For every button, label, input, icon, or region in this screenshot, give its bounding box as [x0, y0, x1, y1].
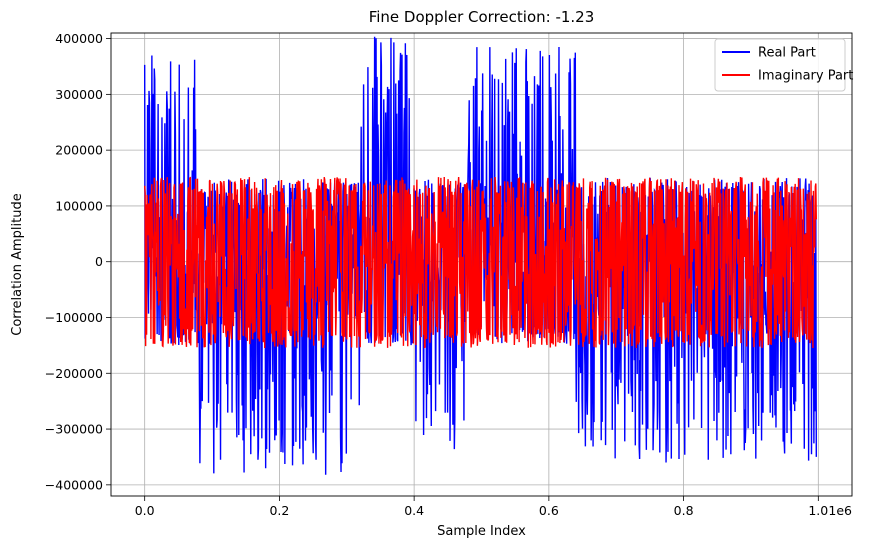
y-tick-label: −300000 [45, 422, 103, 437]
y-tick-label: −400000 [45, 477, 103, 492]
axes-frame [110, 32, 853, 497]
legend-label-imaginary: Imaginary Part [758, 69, 853, 84]
legend-label-real: Real Part [758, 46, 816, 61]
y-axis: −400000 −300000 −200000 −100000 0 100000 20000… [45, 31, 111, 492]
x-tick-label: 0.4 [404, 503, 424, 518]
plot-area [143, 36, 817, 475]
y-tick-label: 200000 [55, 143, 103, 158]
y-tick-label: 400000 [55, 31, 103, 46]
x-tick-label: 1.0 [808, 503, 828, 518]
y-axis-label: Correlation Amplitude [10, 193, 25, 335]
x-tick-label: 0.2 [269, 503, 289, 518]
x-tick-label: 0.0 [135, 503, 155, 518]
x-tick-label: 0.6 [539, 503, 559, 518]
x-tick-label: 0.8 [674, 503, 694, 518]
y-tick-label: 300000 [55, 87, 103, 102]
legend: Real Part Imaginary Part [714, 38, 853, 92]
x-axis-offset-label: 1e6 [828, 503, 852, 518]
x-axis: 0.0 0.2 0.4 0.6 0.8 1.0 [135, 496, 828, 518]
y-tick-label: 100000 [55, 198, 103, 213]
y-tick-label: 0 [95, 254, 103, 269]
y-tick-label: −100000 [45, 310, 103, 325]
y-tick-label: −200000 [45, 366, 103, 381]
series-line-imaginary [143, 176, 817, 349]
chart-title: Fine Doppler Correction: -1.23 [369, 8, 595, 26]
x-axis-label: Sample Index [437, 524, 526, 539]
